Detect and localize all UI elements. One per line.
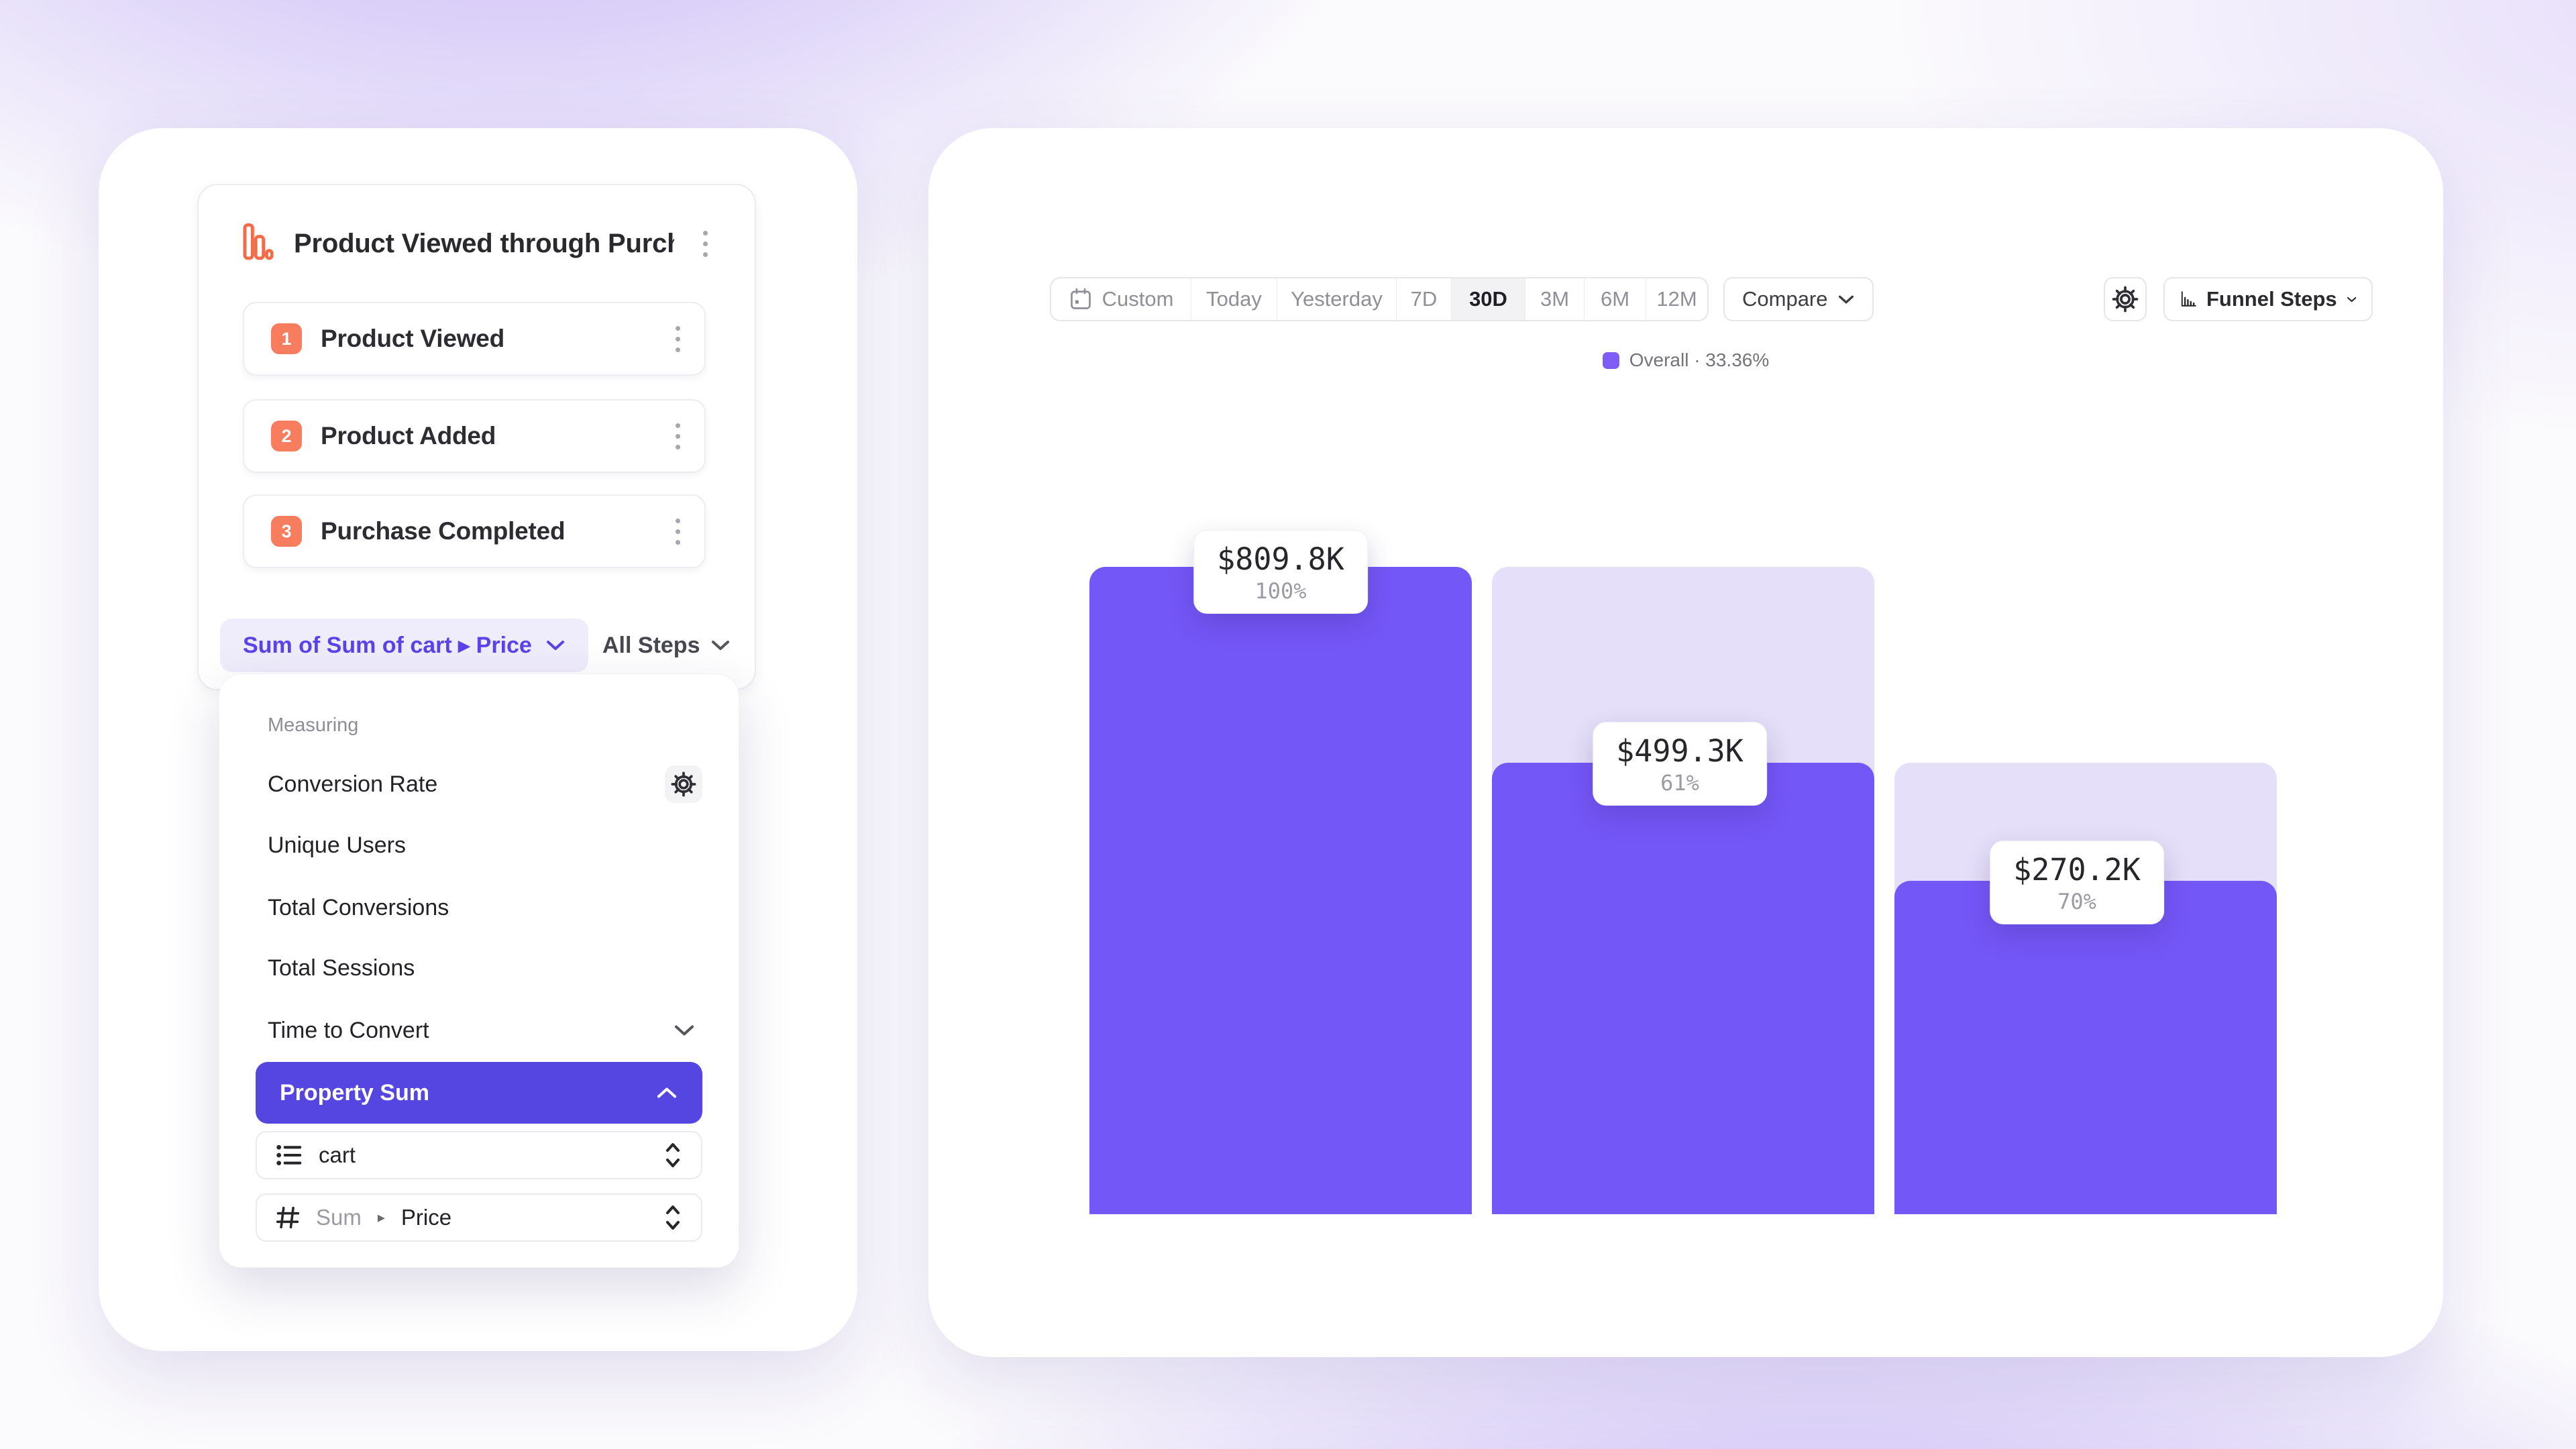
step-label: Product Added (321, 422, 496, 449)
funnel-step-1[interactable]: 1 Product Viewed (243, 302, 706, 376)
step-number-badge: 2 (271, 421, 302, 451)
chevron-down-icon (674, 1025, 694, 1036)
tooltip-percent: 70% (2057, 889, 2096, 914)
date-range-6m[interactable]: 6M (1585, 278, 1646, 320)
step-label: Product Viewed (321, 325, 505, 352)
tooltip-value: $809.8K (1217, 541, 1344, 577)
date-range-custom[interactable]: Custom (1051, 278, 1191, 320)
menu-item-time-to-convert[interactable]: Time to Convert (219, 1000, 739, 1061)
chevron-down-icon (712, 641, 730, 650)
funnel-builder-card: Product Viewed through Purch... 1 Produc… (197, 184, 756, 690)
funnel-steps-icon (2181, 291, 2196, 307)
chart-panel: Custom Today Yesterday 7D 30D 3M 6M 12M … (928, 128, 2443, 1357)
menu-item-unique-users[interactable]: Unique Users (219, 814, 739, 876)
select-updown-icon (666, 1205, 680, 1230)
bar-value (1089, 567, 1472, 1214)
menu-item-conversion-rate[interactable]: Conversion Rate (219, 753, 739, 815)
step-label: Purchase Completed (321, 517, 566, 545)
menu-item-label: Unique Users (268, 832, 406, 858)
chart-toolbar: Custom Today Yesterday 7D 30D 3M 6M 12M … (928, 277, 2443, 321)
step-number-badge: 3 (271, 516, 302, 547)
measure-dropdown[interactable]: Sum of Sum of cart ▸ Price (220, 619, 588, 672)
menu-item-total-sessions[interactable]: Total Sessions (219, 937, 739, 999)
date-range-control: Custom Today Yesterday 7D 30D 3M 6M 12M (1050, 277, 1709, 321)
aggregate-prefix: Sum (316, 1205, 362, 1230)
steps-scope-dropdown[interactable]: All Steps (602, 619, 731, 672)
step-kebab-icon[interactable] (663, 317, 692, 360)
menu-item-property-sum-selected[interactable]: Property Sum (256, 1062, 702, 1124)
builder-title-row: Product Viewed through Purch... (199, 185, 755, 302)
chevron-up-icon (657, 1087, 677, 1098)
measuring-section-label: Measuring (268, 714, 359, 736)
measurement-row: Sum of Sum of cart ▸ Price All Steps (199, 617, 755, 674)
property-select-value: cart (319, 1142, 356, 1167)
funnel-bar-chart: $809.8K 100% $499.3K 61% $270.2K 70% (1089, 530, 2277, 1214)
menu-item-label: Time to Convert (268, 1017, 429, 1043)
measure-dropdown-label: Sum of Sum of cart ▸ Price (243, 633, 532, 658)
tooltip-value: $499.3K (1616, 733, 1743, 769)
funnel-menu-kebab-icon[interactable] (690, 222, 720, 265)
menu-item-label: Property Sum (280, 1079, 429, 1106)
date-range-today[interactable]: Today (1191, 278, 1277, 320)
bar-value (1492, 763, 1874, 1214)
funnel-title: Product Viewed through Purch... (294, 228, 674, 258)
measuring-menu: Measuring Conversion Rate Unique Users T… (219, 674, 739, 1268)
chart-legend: Overall · 33.36% (928, 350, 2443, 371)
view-type-dropdown[interactable]: Funnel Steps (2163, 277, 2373, 321)
date-range-7d[interactable]: 7D (1397, 278, 1452, 320)
funnel-chart-icon (243, 223, 274, 260)
bar-tooltip-1: $809.8K 100% (1193, 530, 1368, 614)
date-range-12m[interactable]: 12M (1656, 287, 1697, 311)
breadcrumb-arrow: ▸ (377, 1209, 385, 1226)
menu-item-label: Total Conversions (268, 894, 449, 920)
steps-scope-label: All Steps (602, 632, 700, 658)
date-range-3m[interactable]: 3M (1525, 278, 1585, 320)
gear-icon (671, 771, 696, 797)
property-select[interactable]: cart (256, 1131, 702, 1179)
view-type-label: Funnel Steps (2206, 287, 2337, 311)
menu-item-label: Conversion Rate (268, 771, 438, 797)
funnel-step-3[interactable]: 3 Purchase Completed (243, 494, 706, 568)
bar-purchase-completed[interactable] (1894, 567, 2277, 1214)
bar-product-added[interactable] (1492, 567, 1874, 1214)
bar-product-viewed[interactable] (1089, 567, 1472, 1214)
chevron-down-icon (2347, 297, 2356, 302)
select-updown-icon (666, 1143, 680, 1167)
tooltip-percent: 100% (1254, 578, 1307, 604)
hash-icon (276, 1206, 300, 1229)
date-range-30d[interactable]: 30D (1452, 278, 1525, 320)
chart-settings-button[interactable] (2104, 277, 2147, 321)
compare-dropdown[interactable]: Compare (1723, 277, 1874, 321)
bar-value (1894, 881, 2277, 1214)
step-kebab-icon[interactable] (663, 415, 692, 458)
bar-tooltip-2: $499.3K 61% (1593, 722, 1767, 806)
compare-label: Compare (1742, 287, 1828, 311)
list-icon (276, 1144, 302, 1166)
step-kebab-icon[interactable] (663, 510, 692, 553)
step-number-badge: 1 (271, 323, 302, 354)
chevron-down-icon (1838, 295, 1854, 303)
aggregate-select[interactable]: Sum ▸ Price (256, 1193, 702, 1242)
bar-tooltip-3: $270.2K 70% (1990, 841, 2164, 924)
funnel-step-2[interactable]: 2 Product Added (243, 399, 706, 473)
tooltip-percent: 61% (1660, 770, 1699, 796)
date-range-yesterday[interactable]: Yesterday (1277, 278, 1397, 320)
aggregate-value: Price (400, 1205, 452, 1230)
calendar-icon (1070, 288, 1091, 309)
menu-item-total-conversions[interactable]: Total Conversions (219, 877, 739, 938)
menu-item-label: Total Sessions (268, 955, 415, 981)
conversion-rate-settings-button[interactable] (665, 765, 702, 803)
legend-swatch (1602, 352, 1619, 369)
chevron-down-icon (546, 641, 564, 650)
gear-icon (2112, 286, 2139, 313)
legend-text: Overall · 33.36% (1629, 350, 1770, 370)
tooltip-value: $270.2K (2013, 852, 2141, 888)
